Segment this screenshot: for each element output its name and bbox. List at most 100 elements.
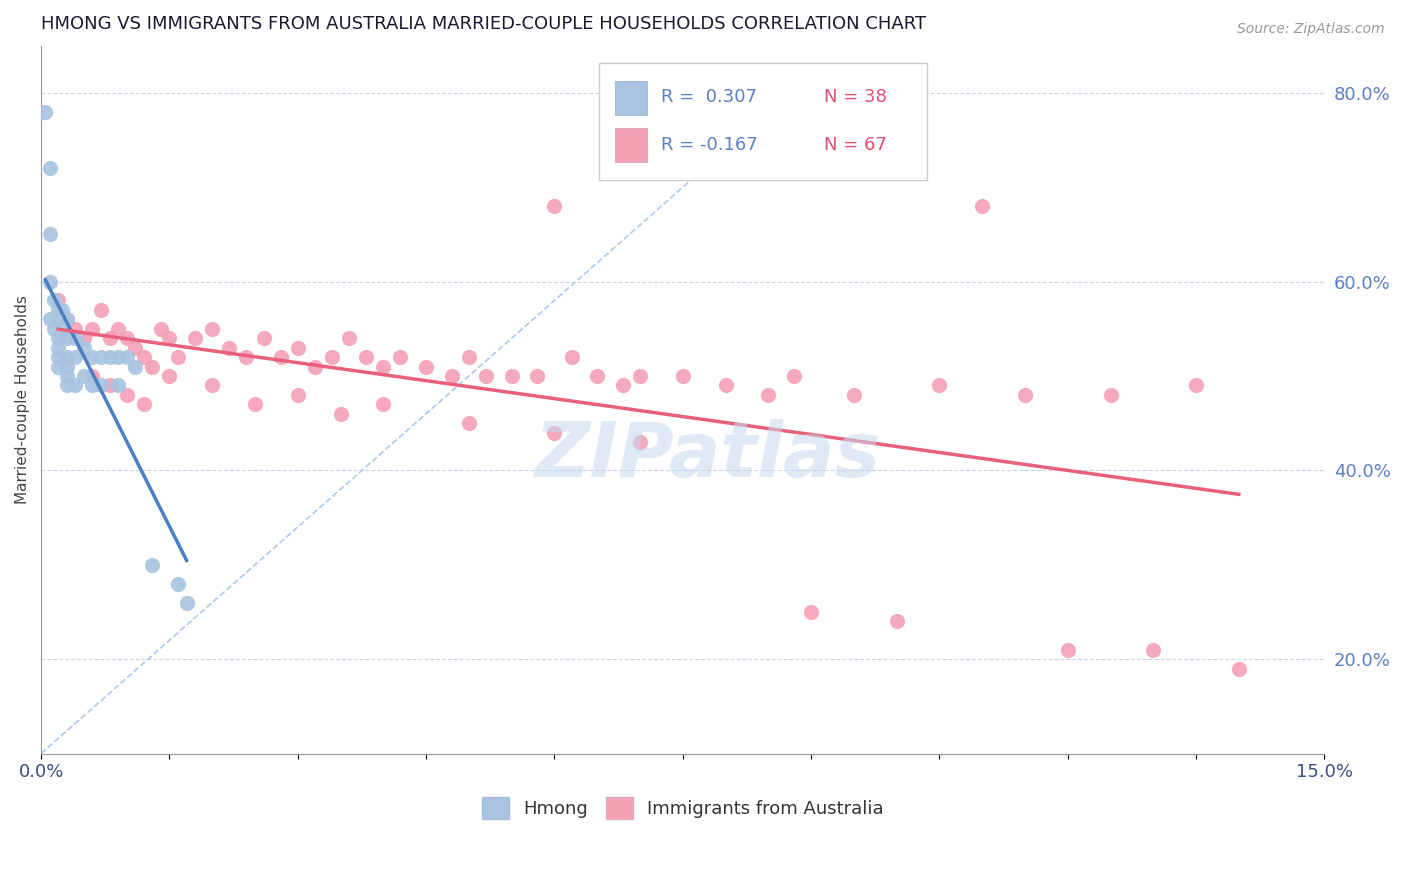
Point xyxy=(42,293,65,308)
Point xyxy=(82,369,104,384)
Point xyxy=(167,350,190,364)
Point xyxy=(159,369,181,384)
Point xyxy=(46,312,69,326)
Text: Source: ZipAtlas.com: Source: ZipAtlas.com xyxy=(1237,22,1385,37)
Point xyxy=(457,416,479,430)
Text: R = -0.167: R = -0.167 xyxy=(661,136,758,153)
Point xyxy=(270,350,292,364)
Point xyxy=(501,369,523,384)
Point xyxy=(543,199,565,213)
Point xyxy=(176,595,198,609)
Point xyxy=(55,350,77,364)
FancyBboxPatch shape xyxy=(599,63,927,180)
Point xyxy=(55,331,77,345)
Point xyxy=(1142,642,1164,657)
Point xyxy=(55,312,77,326)
Point xyxy=(218,341,240,355)
Point xyxy=(457,350,479,364)
Point xyxy=(756,388,779,402)
Point xyxy=(1185,378,1208,392)
Point xyxy=(55,378,77,392)
Point xyxy=(321,350,343,364)
Point xyxy=(46,350,69,364)
Point xyxy=(972,199,994,213)
Point xyxy=(107,378,129,392)
Point xyxy=(90,350,112,364)
Point xyxy=(107,350,129,364)
Point xyxy=(82,350,104,364)
Point xyxy=(55,312,77,326)
FancyBboxPatch shape xyxy=(614,128,647,162)
Point xyxy=(184,331,207,345)
Point xyxy=(928,378,950,392)
Text: N = 67: N = 67 xyxy=(824,136,887,153)
Point xyxy=(90,302,112,317)
Point xyxy=(65,378,87,392)
Point xyxy=(115,350,138,364)
Point xyxy=(65,331,87,345)
Point xyxy=(115,388,138,402)
Point xyxy=(38,161,60,176)
Point xyxy=(800,605,823,619)
Point xyxy=(628,369,651,384)
Point xyxy=(1056,642,1078,657)
Point xyxy=(51,322,73,336)
Point xyxy=(886,615,908,629)
Point xyxy=(46,293,69,308)
Point xyxy=(46,302,69,317)
Point xyxy=(46,341,69,355)
Point xyxy=(1227,662,1250,676)
Point xyxy=(1014,388,1036,402)
Point xyxy=(440,369,463,384)
Point xyxy=(98,378,121,392)
Point xyxy=(38,275,60,289)
Point xyxy=(38,312,60,326)
Point xyxy=(526,369,548,384)
Point xyxy=(415,359,437,374)
Point xyxy=(586,369,609,384)
Point xyxy=(132,350,155,364)
Point xyxy=(373,397,395,411)
Point xyxy=(141,558,163,572)
Point xyxy=(98,350,121,364)
Point xyxy=(329,407,352,421)
Point xyxy=(73,341,96,355)
Point xyxy=(65,350,87,364)
Point xyxy=(167,576,190,591)
Point xyxy=(560,350,582,364)
Text: R =  0.307: R = 0.307 xyxy=(661,88,756,106)
Point xyxy=(46,359,69,374)
Point xyxy=(628,435,651,450)
Point xyxy=(149,322,172,336)
Point xyxy=(90,378,112,392)
Text: HMONG VS IMMIGRANTS FROM AUSTRALIA MARRIED-COUPLE HOUSEHOLDS CORRELATION CHART: HMONG VS IMMIGRANTS FROM AUSTRALIA MARRI… xyxy=(41,15,927,33)
Point xyxy=(354,350,377,364)
Point xyxy=(55,359,77,374)
Point xyxy=(73,369,96,384)
Point xyxy=(201,378,224,392)
Point xyxy=(73,331,96,345)
Point xyxy=(34,104,56,119)
Point xyxy=(65,322,87,336)
Point xyxy=(115,331,138,345)
Point xyxy=(304,359,326,374)
Point xyxy=(373,359,395,374)
Y-axis label: Married-couple Households: Married-couple Households xyxy=(15,295,30,504)
Point xyxy=(543,425,565,440)
Point xyxy=(82,378,104,392)
Point xyxy=(612,378,634,392)
Point xyxy=(159,331,181,345)
FancyBboxPatch shape xyxy=(614,81,647,115)
Point xyxy=(132,397,155,411)
Point xyxy=(51,302,73,317)
Point xyxy=(42,322,65,336)
Point xyxy=(141,359,163,374)
Point xyxy=(82,322,104,336)
Point xyxy=(287,341,309,355)
Point xyxy=(337,331,360,345)
Point xyxy=(124,359,146,374)
Point xyxy=(475,369,498,384)
Point xyxy=(714,378,737,392)
Point xyxy=(235,350,257,364)
Point xyxy=(842,388,865,402)
